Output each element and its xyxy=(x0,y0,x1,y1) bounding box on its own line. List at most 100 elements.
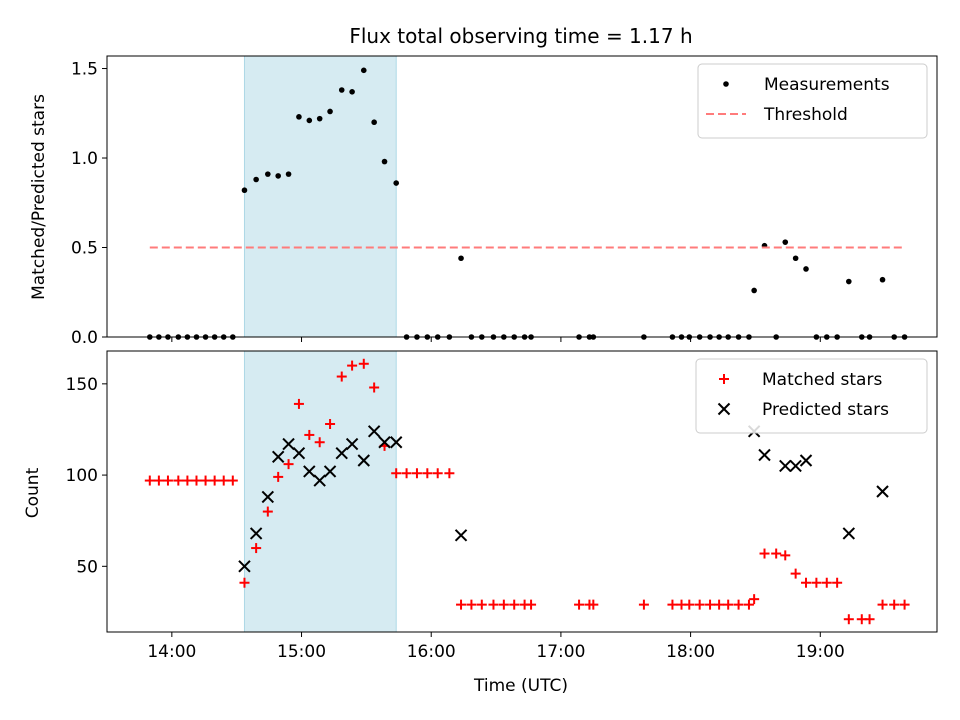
x-tick-label: 17:00 xyxy=(536,642,585,662)
matched-stars-point xyxy=(801,577,812,588)
legend-label: Predicted stars xyxy=(762,400,889,420)
matched-stars-point xyxy=(444,468,455,479)
x-tick-label: 14:00 xyxy=(147,642,196,662)
matched-stars-point xyxy=(889,599,900,610)
matched-stars-point xyxy=(476,599,487,610)
matched-stars-point xyxy=(401,468,412,479)
series-predicted-stars xyxy=(238,425,889,573)
matched-stars-point xyxy=(780,550,791,561)
predicted-stars-point xyxy=(876,485,889,498)
matched-stars-point xyxy=(218,475,229,486)
matched-stars-point xyxy=(811,577,822,588)
shaded-observing-span xyxy=(243,55,397,338)
matched-stars-point xyxy=(358,358,369,369)
measurement-point xyxy=(285,171,292,177)
matched-stars-point xyxy=(200,475,211,486)
measurement-point xyxy=(371,119,377,126)
x-tick-label: 16:00 xyxy=(407,642,456,662)
matched-stars-point xyxy=(273,471,284,482)
matched-stars-point xyxy=(526,599,537,610)
y-tick-label: 0.0 xyxy=(71,328,98,348)
measurement-point xyxy=(275,173,281,179)
matched-stars-point xyxy=(843,614,854,625)
shaded-observing-span xyxy=(243,350,397,633)
matched-stars-point xyxy=(262,506,273,517)
matched-stars-point xyxy=(790,568,801,579)
matched-stars-point xyxy=(832,577,843,588)
y-tick-label: 50 xyxy=(76,557,98,577)
measurement-point xyxy=(316,115,323,122)
predicted-stars-point xyxy=(282,437,295,451)
measurement-point xyxy=(327,108,333,115)
measurement-point xyxy=(393,180,400,186)
legend-label: Threshold xyxy=(763,105,848,125)
matched-stars-point xyxy=(733,599,744,610)
y-tick-label: 1.5 xyxy=(71,60,98,80)
predicted-stars-point xyxy=(779,459,792,473)
matched-stars-point xyxy=(369,382,380,393)
predicted-stars-point xyxy=(249,527,263,540)
axes-frame xyxy=(106,350,938,633)
x-tick-label: 19:00 xyxy=(796,642,845,662)
matched-stars-point xyxy=(251,543,262,554)
matched-stars-point xyxy=(714,599,725,610)
measurement-point xyxy=(803,266,809,272)
x-axis-label: Time (UTC) xyxy=(473,676,568,696)
matched-stars-point xyxy=(498,599,509,610)
predicted-stars-point xyxy=(292,446,306,460)
matched-stars-point xyxy=(336,371,347,382)
matched-stars-point xyxy=(153,475,164,486)
legend-marker xyxy=(717,402,731,416)
predicted-stars-point xyxy=(303,465,316,478)
legend-entry: Threshold xyxy=(706,105,848,125)
matched-stars-point xyxy=(684,599,695,610)
matched-stars-point xyxy=(209,475,220,486)
measurement-point xyxy=(253,176,259,183)
matched-stars-point xyxy=(694,599,705,610)
measurement-point xyxy=(751,287,757,294)
predicted-stars-point xyxy=(789,459,802,473)
predicted-stars-point xyxy=(758,448,771,462)
predicted-stars-point xyxy=(357,454,370,467)
matched-stars-point xyxy=(723,599,734,610)
legend: Matched stars Predicted stars xyxy=(695,358,928,434)
predicted-stars-point xyxy=(454,529,468,542)
matched-stars-point xyxy=(173,475,184,486)
legend: Measurements Threshold xyxy=(697,63,928,139)
x-tick-label: 15:00 xyxy=(277,642,326,662)
matched-stars-point xyxy=(432,468,443,479)
legend-marker xyxy=(719,374,729,384)
matched-stars-point xyxy=(144,475,155,486)
predicted-stars-point xyxy=(378,436,391,449)
measurement-point xyxy=(360,67,367,74)
matched-stars-point xyxy=(821,577,832,588)
measurement-point xyxy=(349,88,355,95)
matched-stars-point xyxy=(743,599,754,610)
matched-stars-point xyxy=(227,475,238,486)
matched-stars-point xyxy=(314,437,325,448)
matched-stars-point xyxy=(456,599,467,610)
x-tick-label: 18:00 xyxy=(666,642,715,662)
matched-stars-point xyxy=(574,599,585,610)
matched-stars-point xyxy=(182,475,193,486)
matched-stars-point xyxy=(283,459,294,470)
matched-stars-point xyxy=(191,475,202,486)
legend-entry: Predicted stars xyxy=(717,400,889,420)
predicted-stars-point xyxy=(799,454,813,467)
matched-stars-point xyxy=(162,475,173,486)
predicted-stars-point xyxy=(335,446,348,460)
legend-entry: Measurements xyxy=(723,75,890,95)
legend-box xyxy=(697,63,928,139)
measurement-point xyxy=(879,276,886,283)
predicted-stars-point xyxy=(238,560,251,573)
matched-stars-point xyxy=(638,599,649,610)
matched-stars-point xyxy=(304,429,315,440)
y-tick-label: 150 xyxy=(66,375,98,395)
measurement-point xyxy=(846,278,852,285)
predicted-stars-point xyxy=(261,490,275,504)
matched-stars-point xyxy=(864,614,875,625)
matched-stars-point xyxy=(899,599,910,610)
legend-entry: Matched stars xyxy=(719,370,882,390)
matched-stars-point xyxy=(466,599,477,610)
axes-frame xyxy=(106,55,938,338)
